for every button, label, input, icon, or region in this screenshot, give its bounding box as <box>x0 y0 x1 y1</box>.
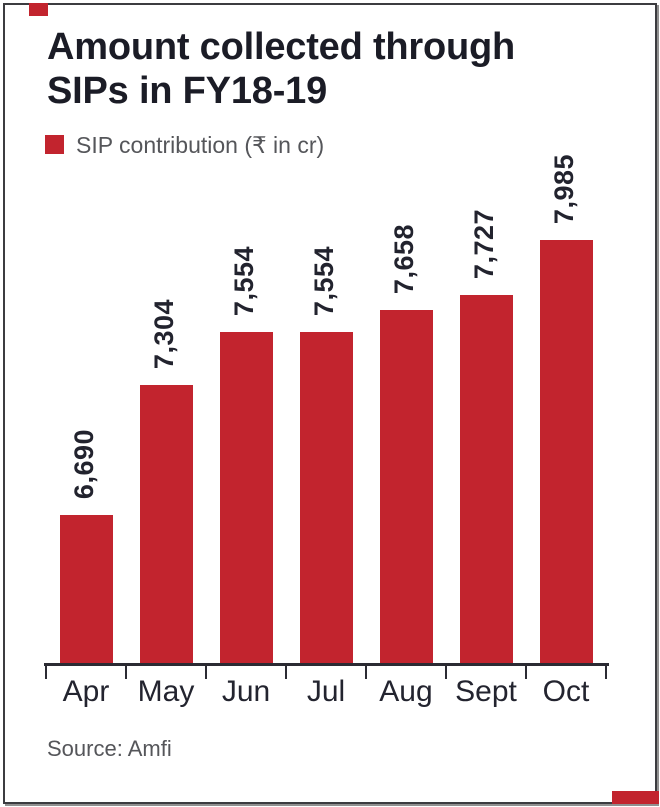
bar-sept <box>459 295 513 663</box>
bar-value-label: 7,554 <box>229 245 259 316</box>
bar-value-label: 7,304 <box>149 298 179 369</box>
bar-may <box>139 385 193 663</box>
legend: SIP contribution (₹ in cr) <box>45 132 324 157</box>
bar-value-label: 7,985 <box>549 153 579 224</box>
x-tick-label: Aug <box>379 675 433 708</box>
source-label: Source: Amfi <box>47 736 172 761</box>
bar-value-label: 7,554 <box>309 245 339 316</box>
x-axis-tick <box>125 663 127 679</box>
x-axis-tick <box>525 663 527 679</box>
x-tick-label: May <box>137 675 195 708</box>
bar-value-label: 7,727 <box>469 208 499 279</box>
x-tick-label: Jun <box>221 675 271 708</box>
top-left-red-accent <box>29 3 48 16</box>
x-axis-tick <box>605 663 607 679</box>
bar-aug <box>379 310 433 663</box>
legend-label: SIP contribution (₹ in cr) <box>76 132 325 158</box>
x-axis-tick <box>205 663 207 679</box>
bottom-right-red-accent <box>612 791 659 804</box>
x-axis-tick <box>445 663 447 679</box>
chart-title: Amount collected through SIPs in FY18-19 <box>47 25 607 114</box>
x-tick-label: Apr <box>62 675 110 708</box>
x-axis-line <box>44 663 609 666</box>
x-tick-label: Sept <box>455 675 517 708</box>
bar-oct <box>539 240 593 663</box>
bar-apr <box>59 515 113 663</box>
bar-jun <box>219 332 273 663</box>
legend-swatch-icon <box>45 135 64 154</box>
x-axis-tick <box>285 663 287 679</box>
bar-value-label: 6,690 <box>69 428 99 499</box>
x-axis-tick <box>365 663 367 679</box>
x-tick-label: Jul <box>306 675 346 708</box>
x-axis-tick <box>45 663 47 679</box>
bar-value-label: 7,658 <box>389 223 419 294</box>
chart-title-line-2: SIPs in FY18-19 <box>47 70 328 113</box>
x-tick-label: Oct <box>542 675 590 708</box>
bar-jul <box>299 332 353 663</box>
chart-title-line-1: Amount collected through <box>47 26 516 68</box>
